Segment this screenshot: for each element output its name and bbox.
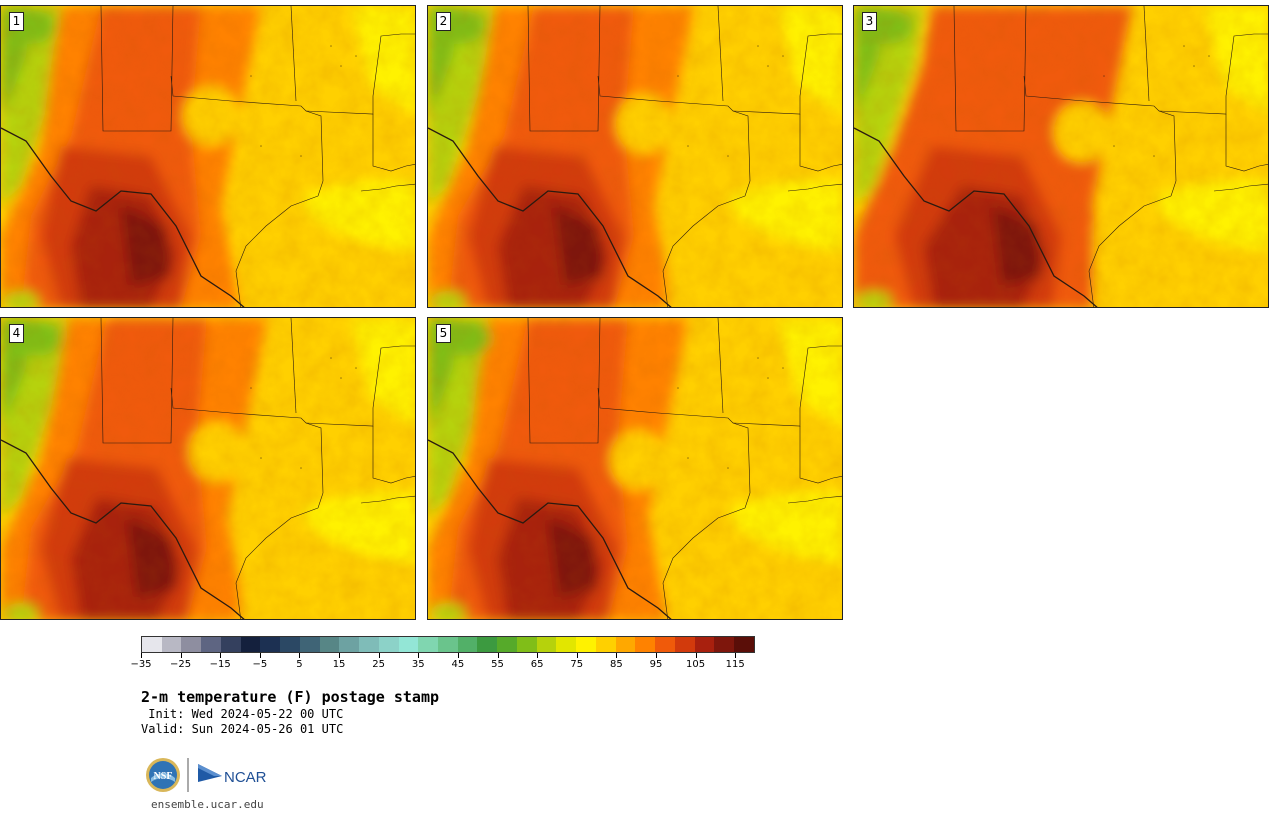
colorbar-tick (457, 653, 459, 658)
init-time: Init: Wed 2024-05-22 00 UTC (141, 707, 344, 721)
colorbar-tick-label: −15 (209, 659, 231, 670)
colorbar-segment (576, 637, 596, 652)
colorbar-tick-label: 105 (686, 659, 706, 670)
colorbar-segment (477, 637, 498, 652)
colorbar-tick (220, 653, 222, 658)
map-panel-5: 5 (427, 317, 843, 620)
colorbar-segment (142, 637, 162, 652)
map-panel-2: 2 (427, 5, 843, 308)
colorbar-segment (181, 637, 202, 652)
nsf-logo: NSF (146, 758, 180, 792)
colorbar-segment (457, 637, 478, 652)
colorbar-segment (280, 637, 300, 652)
colorbar-segment (615, 637, 636, 652)
logos: NSF NCAR (144, 756, 274, 798)
colorbar-tick-label: 45 (451, 659, 465, 670)
temperature-colorbar (141, 636, 755, 653)
colorbar-segment (299, 637, 320, 652)
map-panel-1: 1 (0, 5, 416, 308)
panel-number: 3 (862, 12, 877, 31)
colorbar-tick-label: 25 (372, 659, 386, 670)
colorbar-tick-label: −5 (252, 659, 268, 670)
colorbar-tick-label: 55 (491, 659, 504, 670)
colorbar-tick-label: 115 (725, 659, 745, 670)
colorbar-segment (438, 637, 458, 652)
colorbar-tick (695, 653, 697, 658)
colorbar-tick (259, 653, 261, 658)
colorbar-tick (537, 653, 539, 658)
nsf-logo-text: NSF (154, 771, 173, 782)
colorbar-segment (694, 637, 715, 652)
ensemble-url: ensemble.ucar.edu (151, 798, 264, 811)
valid-time: Valid: Sun 2024-05-26 01 UTC (141, 722, 344, 736)
plot-title: 2-m temperature (F) postage stamp (141, 688, 440, 706)
colorbar-tick-label: 95 (649, 659, 663, 670)
panel-number: 1 (9, 12, 24, 31)
map-panel-3: 3 (853, 5, 1269, 308)
colorbar-segment (378, 637, 399, 652)
colorbar-segment (260, 637, 281, 652)
colorbar-segment (398, 637, 419, 652)
colorbar-tick (616, 653, 618, 658)
colorbar-segment (161, 637, 182, 652)
colorbar-tick-label: 15 (332, 659, 346, 670)
colorbar-segment (635, 637, 656, 652)
colorbar-segment (418, 637, 439, 652)
colorbar-tick (299, 653, 301, 658)
colorbar-tick-label: −25 (170, 659, 192, 670)
colorbar-tick (497, 653, 499, 658)
colorbar-tick-label: 85 (609, 659, 623, 670)
colorbar-segment (734, 637, 754, 652)
colorbar-segment (319, 637, 340, 652)
colorbar-segment (220, 637, 241, 652)
panel-number: 2 (436, 12, 451, 31)
colorbar-tick (339, 653, 341, 658)
map-panel-4: 4 (0, 317, 416, 620)
colorbar-segment (240, 637, 261, 652)
panel-number: 4 (9, 324, 24, 343)
ncar-logo: NCAR (198, 764, 267, 786)
colorbar-segment (359, 637, 379, 652)
colorbar-tick (378, 653, 380, 658)
colorbar-segment (655, 637, 675, 652)
colorbar-segment (556, 637, 577, 652)
colorbar-tick-label: 5 (296, 659, 303, 670)
colorbar-segment (595, 637, 616, 652)
colorbar-tick-label: 35 (411, 659, 425, 670)
colorbar-segment (714, 637, 735, 652)
colorbar-ticks: −35 −25 −15 −5 5 15 25 35 45 55 65 75 85 95 105 115 (130, 653, 755, 677)
colorbar-tick (180, 653, 182, 658)
colorbar-tick (735, 653, 737, 658)
colorbar-tick-label: −35 (130, 659, 152, 670)
colorbar-segment (201, 637, 221, 652)
colorbar-segment (497, 637, 517, 652)
colorbar-segment (674, 637, 695, 652)
ncar-logo-text: NCAR (224, 769, 267, 786)
colorbar-segment (339, 637, 360, 652)
colorbar-segment (536, 637, 557, 652)
colorbar-tick-label: 75 (570, 659, 584, 670)
colorbar-tick (655, 653, 657, 658)
colorbar-tick (141, 653, 142, 658)
colorbar-tick (576, 653, 578, 658)
colorbar-segment (516, 637, 537, 652)
colorbar-tick (418, 653, 420, 658)
panel-number: 5 (436, 324, 451, 343)
colorbar-tick-label: 65 (530, 659, 544, 670)
